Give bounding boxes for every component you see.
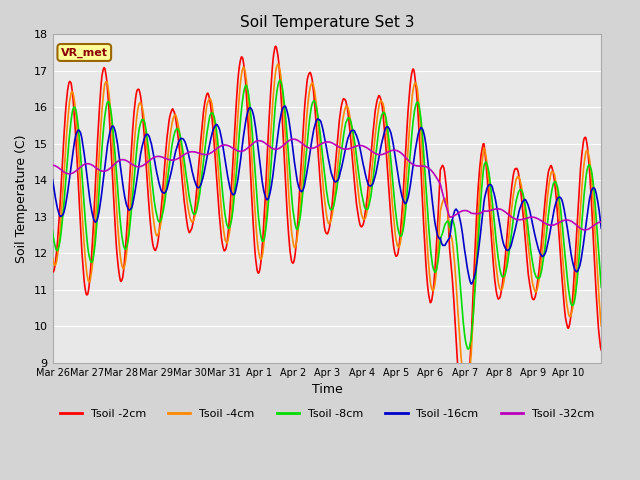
Line: Tsoil -8cm: Tsoil -8cm: [52, 80, 601, 349]
X-axis label: Time: Time: [312, 384, 342, 396]
Y-axis label: Soil Temperature (C): Soil Temperature (C): [15, 134, 28, 263]
Line: Tsoil -2cm: Tsoil -2cm: [52, 46, 601, 424]
Line: Tsoil -4cm: Tsoil -4cm: [52, 64, 601, 390]
Title: Soil Temperature Set 3: Soil Temperature Set 3: [239, 15, 414, 30]
Legend: Tsoil -2cm, Tsoil -4cm, Tsoil -8cm, Tsoil -16cm, Tsoil -32cm: Tsoil -2cm, Tsoil -4cm, Tsoil -8cm, Tsoi…: [55, 405, 598, 423]
Line: Tsoil -16cm: Tsoil -16cm: [52, 106, 601, 284]
Text: VR_met: VR_met: [61, 48, 108, 58]
Line: Tsoil -32cm: Tsoil -32cm: [52, 139, 601, 230]
